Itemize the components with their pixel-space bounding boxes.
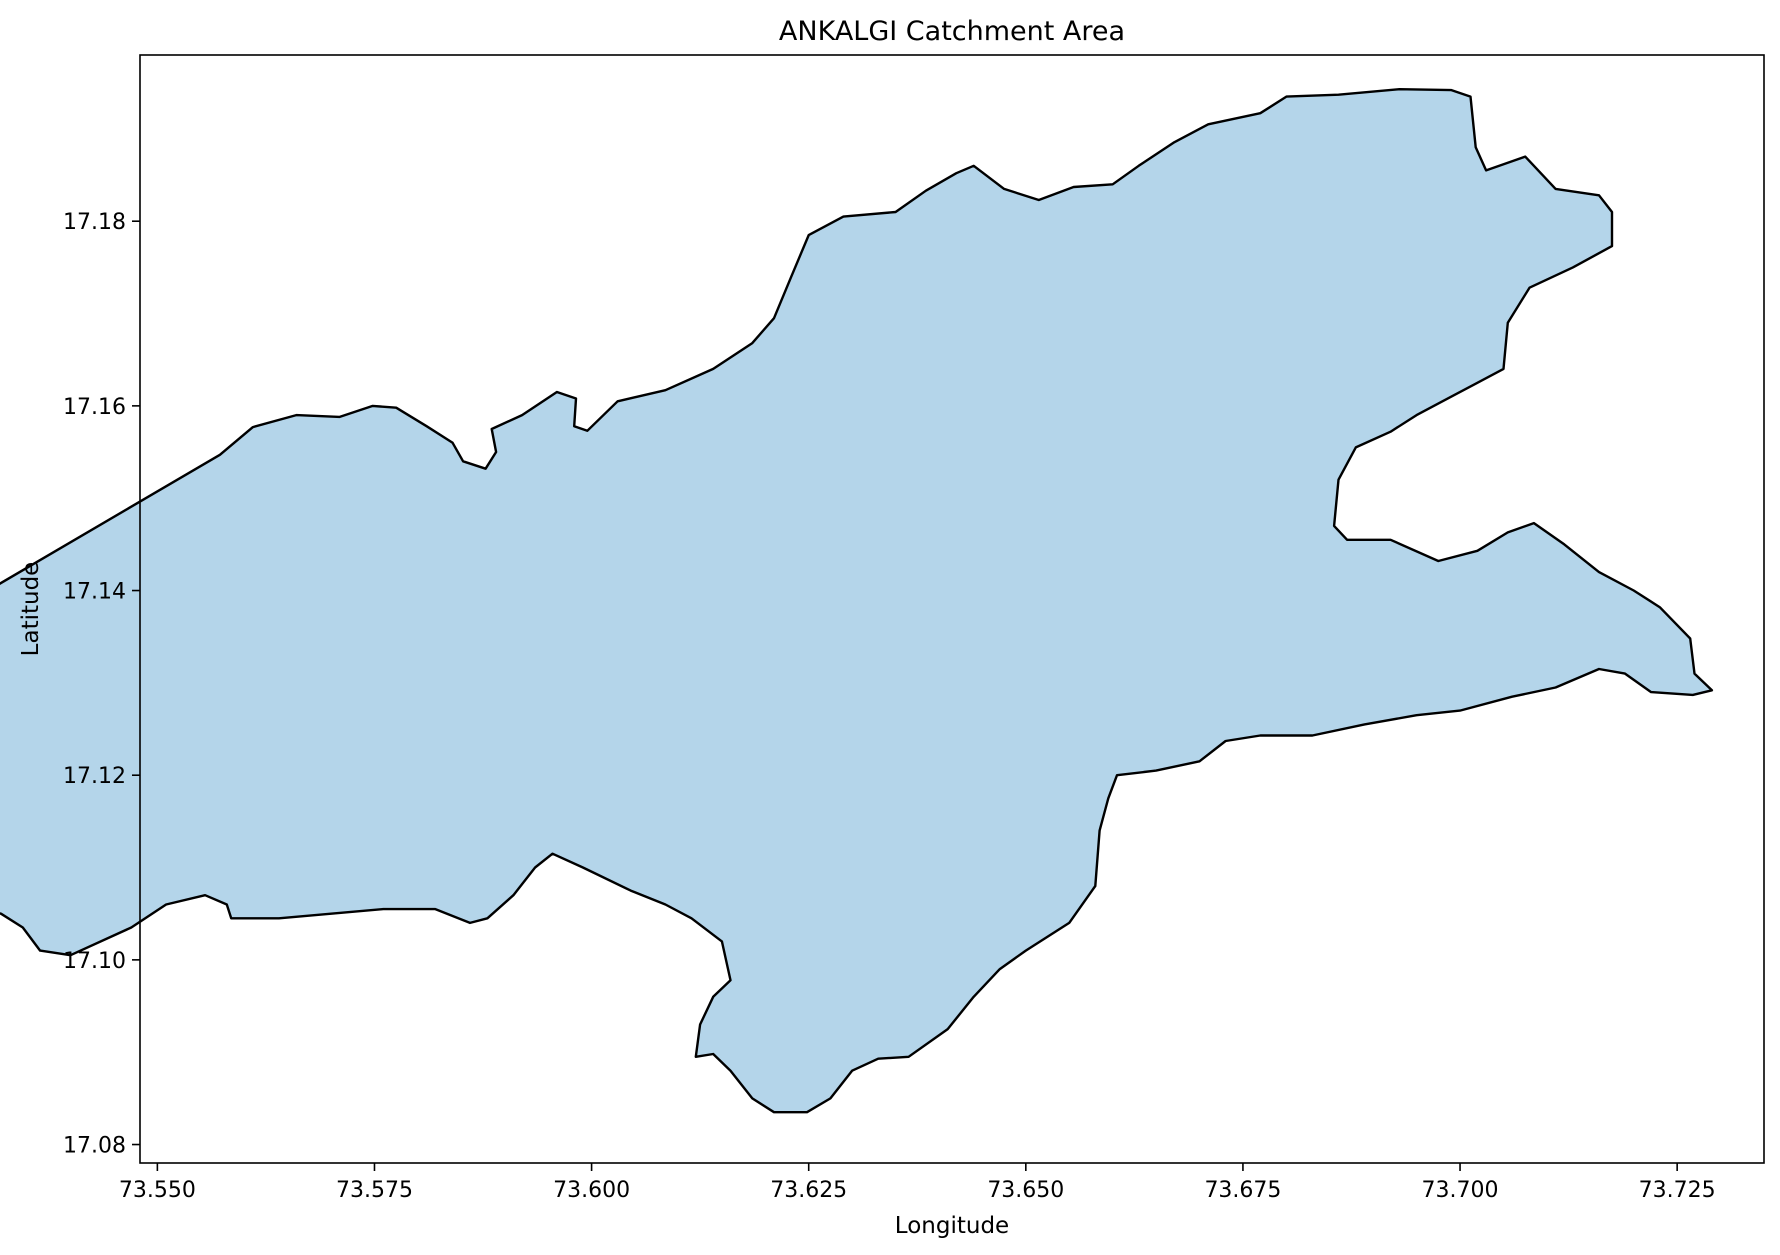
chart-title: ANKALGI Catchment Area	[779, 16, 1125, 47]
y-axis-label: Latitude	[18, 562, 44, 657]
x-tick-label: 73.700	[1422, 1178, 1499, 1203]
x-axis-label: Longitude	[895, 1213, 1009, 1239]
x-tick-label: 73.550	[119, 1178, 196, 1203]
x-tick-label: 73.725	[1639, 1178, 1716, 1203]
y-tick-label: 17.08	[63, 1134, 126, 1159]
y-tick-label: 17.18	[63, 210, 126, 235]
x-tick-label: 73.675	[1204, 1178, 1281, 1203]
y-tick-label: 17.10	[63, 949, 126, 974]
x-tick-label: 73.625	[770, 1178, 847, 1203]
x-axis-ticks: 73.550 73.575 73.600 73.625 73.650 73.675 73.7…	[119, 1163, 1716, 1203]
y-tick-label: 17.16	[63, 395, 126, 420]
plot-area	[0, 54, 1765, 1164]
axes-frame	[139, 54, 1765, 1164]
y-tick-label: 17.12	[63, 764, 126, 789]
x-tick-label: 73.575	[336, 1178, 413, 1203]
y-axis-ticks: 17.08 17.10 17.12 17.14 17.16 17.18	[63, 210, 140, 1159]
x-tick-label: 73.600	[553, 1178, 630, 1203]
catchment-area-polygon	[0, 88, 1714, 1114]
x-tick-label: 73.650	[987, 1178, 1064, 1203]
y-tick-label: 17.14	[63, 580, 126, 605]
